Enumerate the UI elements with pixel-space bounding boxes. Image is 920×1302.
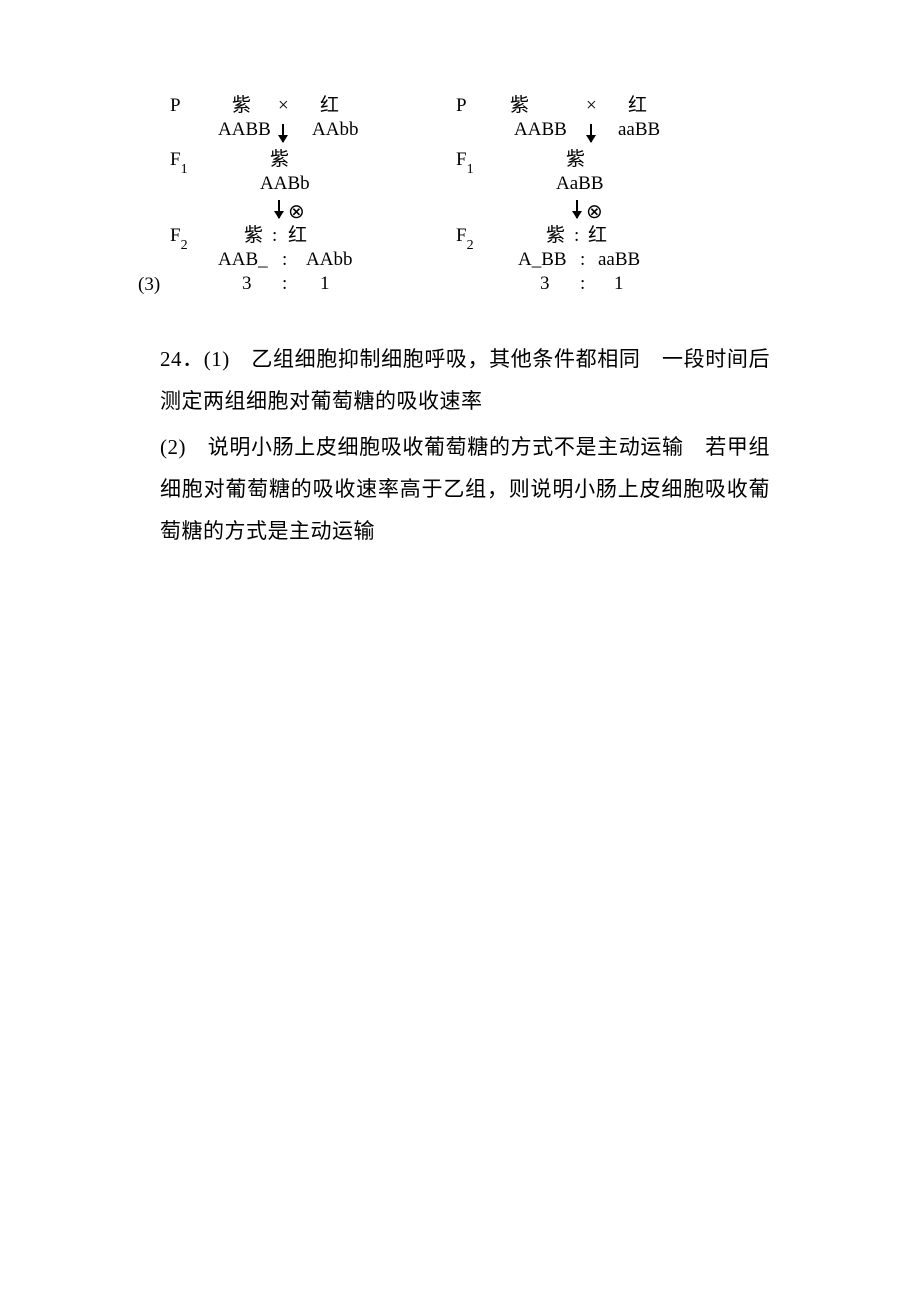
- f1-pheno: 紫: [270, 150, 289, 169]
- gen-label-P: P: [456, 96, 467, 115]
- f2-ratio2: 1: [320, 274, 330, 293]
- arrow-icon: [576, 198, 578, 218]
- cross-symbol: ×: [586, 96, 597, 115]
- answer-text: 24．(1) 乙组细胞抑制细胞呼吸，其他条件都相同 一段时间后测定两组细胞对葡萄…: [160, 338, 770, 552]
- gen-label-F2: F2: [170, 226, 188, 250]
- self-cross-icon: ⊗: [586, 202, 603, 222]
- ratio-sep: :: [272, 226, 277, 245]
- f2-pheno2: 红: [288, 226, 307, 245]
- p-parent1-geno: AABB: [218, 120, 271, 139]
- gen-label-F1: F1: [170, 150, 188, 174]
- f1-geno: AaBB: [556, 174, 604, 193]
- cross-symbol: ×: [278, 96, 289, 115]
- ratio-sep: :: [282, 250, 287, 269]
- f2-geno1: AAB_: [218, 250, 268, 269]
- f2-geno2: aaBB: [598, 250, 640, 269]
- question-number: (3): [138, 274, 160, 296]
- self-cross-icon: ⊗: [288, 202, 305, 222]
- f2-geno1: A_BB: [518, 250, 567, 269]
- gen-label-P: P: [170, 96, 181, 115]
- arrow-icon: [590, 122, 592, 142]
- f1-geno: AABb: [260, 174, 310, 193]
- f2-pheno1: 紫: [546, 226, 565, 245]
- f2-ratio1: 3: [242, 274, 252, 293]
- arrow-icon: [282, 122, 284, 142]
- arrow-icon: [278, 198, 280, 218]
- ratio-sep: :: [282, 274, 287, 293]
- gen-label-F1: F1: [456, 150, 474, 174]
- p-parent2-pheno: 红: [628, 96, 647, 115]
- f2-ratio2: 1: [614, 274, 624, 293]
- f1-pheno: 紫: [566, 150, 585, 169]
- ratio-sep: :: [580, 250, 585, 269]
- f2-ratio1: 3: [540, 274, 550, 293]
- p-parent2-pheno: 红: [320, 96, 339, 115]
- p-parent1-pheno: 紫: [510, 96, 529, 115]
- p-parent1-pheno: 紫: [232, 96, 251, 115]
- p-parent1-geno: AABB: [514, 120, 567, 139]
- gen-label-F2: F2: [456, 226, 474, 250]
- p-parent2-geno: aaBB: [618, 120, 660, 139]
- genetics-diagrams: P 紫 × 红 AABB AAbb F1 紫 AABb ⊗ F2 紫 :: [160, 96, 770, 298]
- ratio-sep: :: [580, 274, 585, 293]
- diagram-right: P 紫 × 红 AABB aaBB F1 紫 AaBB ⊗ F2 紫 : 红 A…: [456, 96, 706, 298]
- answer-24-2: (2) 说明小肠上皮细胞吸收葡萄糖的方式不是主动运输 若甲组细胞对葡萄糖的吸收速…: [160, 426, 770, 552]
- diagram-left: P 紫 × 红 AABB AAbb F1 紫 AABb ⊗ F2 紫 :: [170, 96, 420, 298]
- ratio-sep: :: [574, 226, 579, 245]
- answer-24-1: 24．(1) 乙组细胞抑制细胞呼吸，其他条件都相同 一段时间后测定两组细胞对葡萄…: [160, 338, 770, 422]
- f2-geno2: AAbb: [306, 250, 352, 269]
- f2-pheno1: 紫: [244, 226, 263, 245]
- p-parent2-geno: AAbb: [312, 120, 358, 139]
- f2-pheno2: 红: [588, 226, 607, 245]
